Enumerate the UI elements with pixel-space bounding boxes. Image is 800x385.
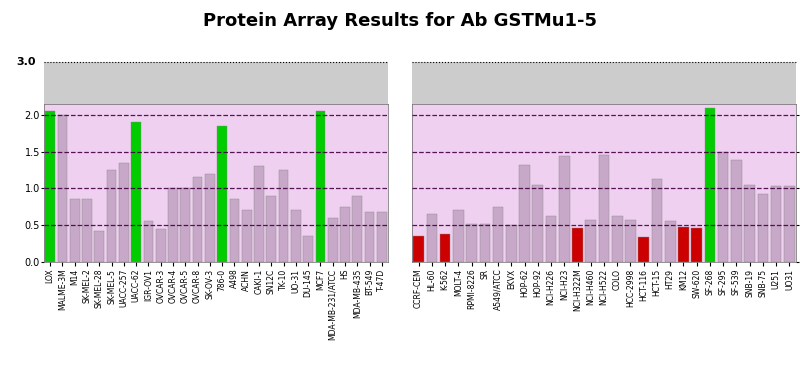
Bar (572, 228, 583, 262)
Bar (230, 199, 239, 262)
Bar (106, 170, 117, 262)
Bar (559, 156, 570, 262)
Bar (533, 186, 543, 262)
Text: Protein Array Results for Ab GSTMu1-5: Protein Array Results for Ab GSTMu1-5 (203, 12, 597, 30)
Bar (718, 152, 729, 262)
Bar (771, 186, 782, 262)
Bar (414, 236, 424, 262)
Bar (70, 199, 80, 262)
Bar (291, 211, 301, 262)
Bar (440, 234, 450, 262)
Bar (652, 179, 662, 262)
Bar (731, 161, 742, 262)
Bar (315, 111, 326, 262)
Bar (784, 186, 794, 262)
Bar (705, 108, 715, 262)
Bar (519, 165, 530, 262)
Bar (131, 122, 141, 262)
Bar (586, 220, 596, 262)
Bar (328, 218, 338, 262)
Bar (744, 186, 755, 262)
Bar (242, 211, 252, 262)
Bar (218, 126, 227, 262)
Bar (426, 214, 437, 262)
Bar (678, 226, 689, 262)
Bar (466, 224, 477, 262)
Bar (479, 224, 490, 262)
Bar (625, 220, 636, 262)
Bar (352, 196, 362, 262)
Bar (46, 111, 55, 262)
Text: 3.0: 3.0 (17, 57, 36, 67)
Bar (168, 188, 178, 262)
Bar (58, 115, 67, 262)
Bar (612, 216, 622, 262)
Bar (665, 221, 675, 262)
Bar (193, 177, 202, 262)
Bar (143, 221, 154, 262)
Bar (266, 196, 276, 262)
Bar (254, 166, 264, 262)
Bar (156, 229, 166, 262)
Bar (638, 237, 649, 262)
Bar (205, 174, 214, 262)
Bar (377, 212, 386, 262)
Bar (278, 170, 289, 262)
Bar (340, 207, 350, 262)
Bar (758, 194, 768, 262)
Bar (119, 163, 129, 262)
Bar (365, 212, 374, 262)
Bar (303, 236, 313, 262)
Bar (598, 155, 610, 262)
Bar (82, 199, 92, 262)
Bar (493, 208, 503, 262)
Bar (691, 228, 702, 262)
Bar (453, 211, 464, 262)
Bar (180, 188, 190, 262)
Bar (506, 225, 517, 262)
Bar (546, 216, 556, 262)
Bar (94, 231, 104, 262)
